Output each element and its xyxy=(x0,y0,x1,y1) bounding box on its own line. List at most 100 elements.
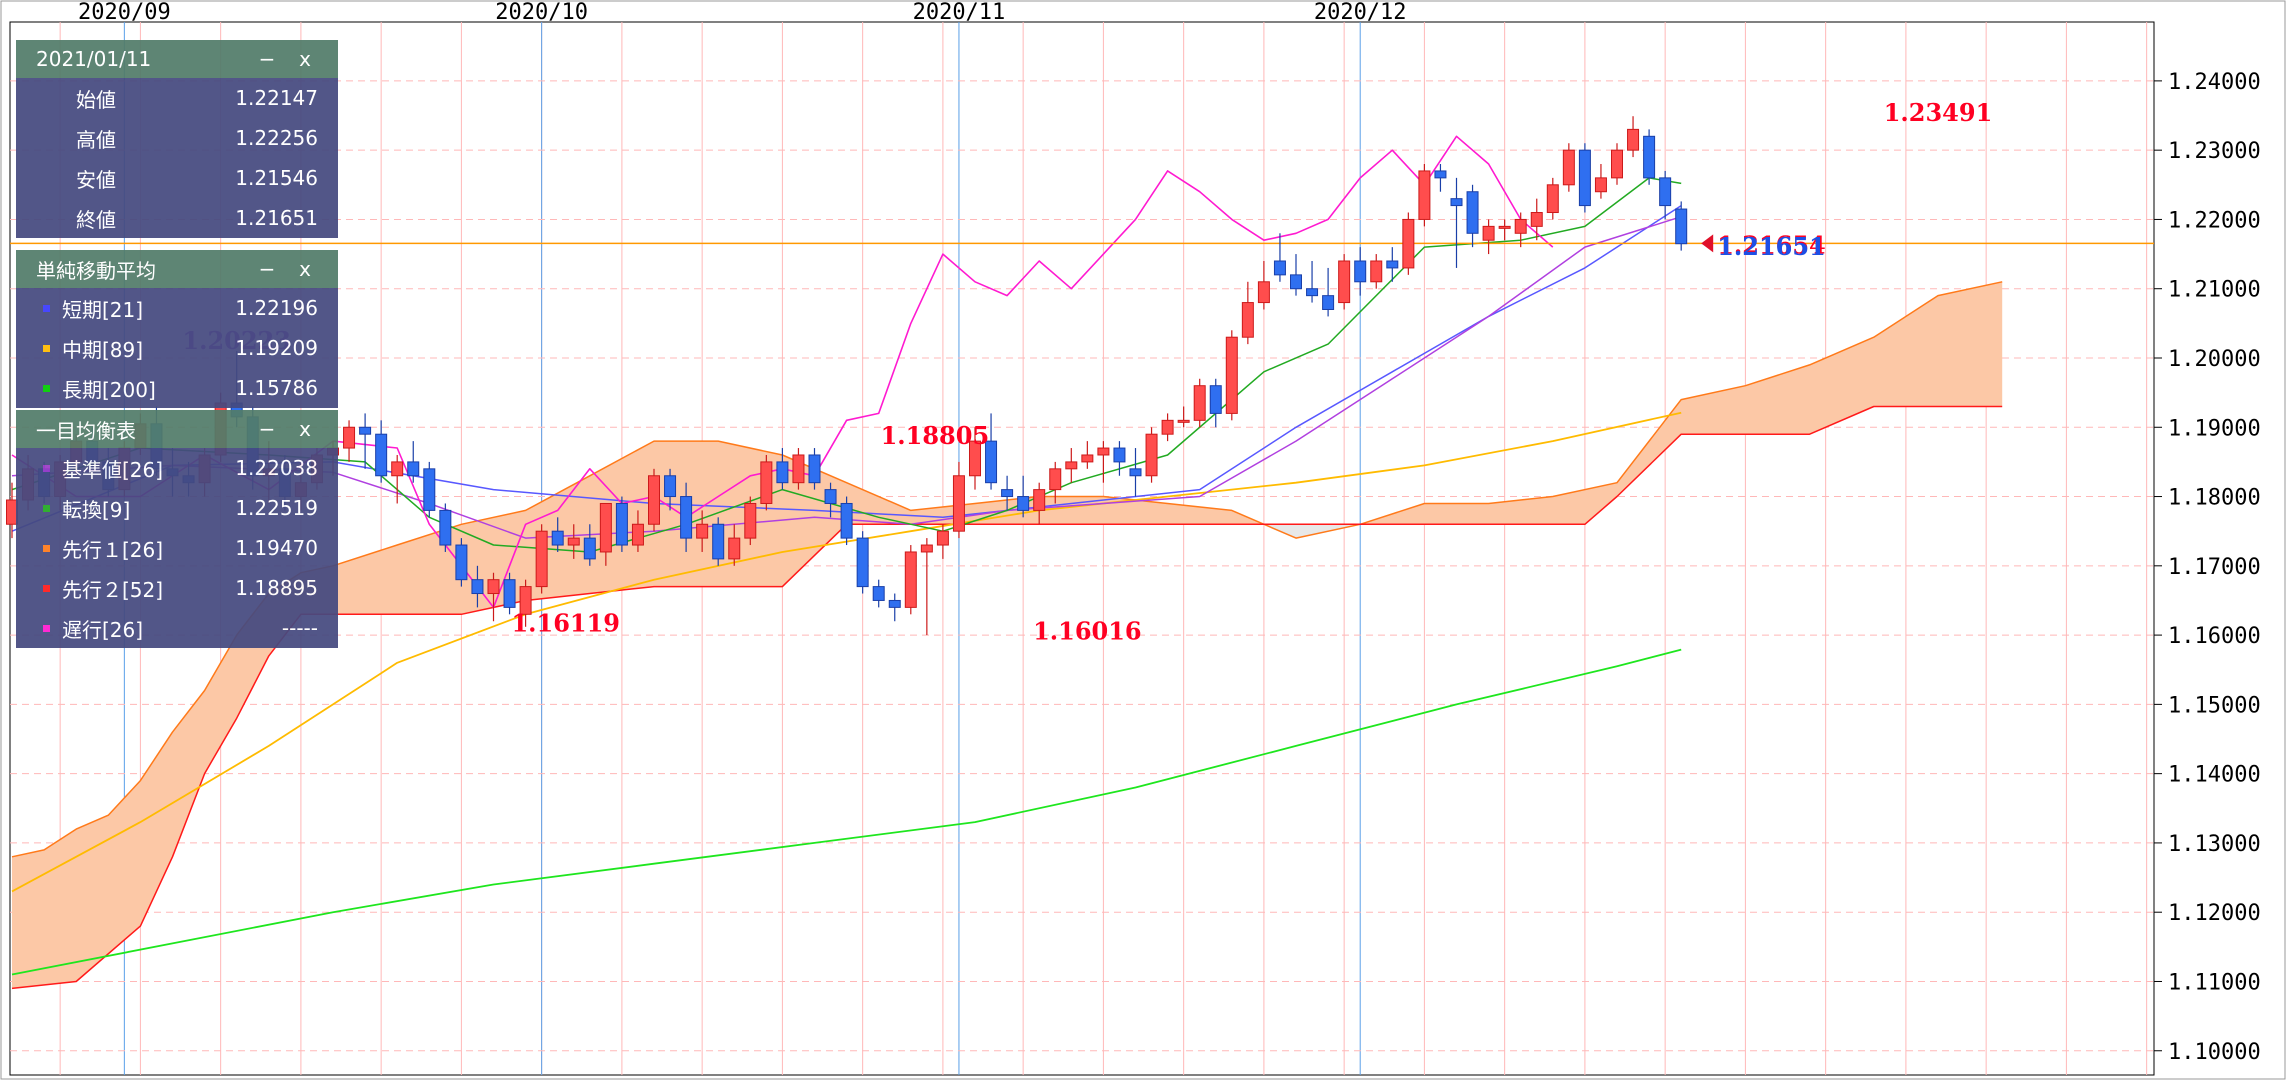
candle-body xyxy=(1402,218,1415,269)
candle-body xyxy=(1017,496,1030,511)
candle-body xyxy=(1113,447,1126,463)
candle-body xyxy=(615,502,628,546)
sma-long-line xyxy=(11,648,1682,976)
candle-body xyxy=(631,523,644,546)
candle-body xyxy=(1482,225,1495,241)
candle-body xyxy=(1594,177,1607,193)
candle-body xyxy=(1306,288,1319,297)
y-tick-label: 1.15000 xyxy=(2168,693,2261,718)
y-tick-label: 1.20000 xyxy=(2168,347,2261,372)
candle-body xyxy=(1273,260,1286,276)
candle-body xyxy=(1001,489,1014,498)
minimize-button[interactable]: − xyxy=(258,417,276,441)
candle-body xyxy=(1049,468,1062,491)
candle-body xyxy=(1065,461,1078,470)
ohlc-panel: 2021/01/11 − x 始値 1.22147 高値 1.22256 安値 1.2… xyxy=(16,40,338,238)
ichimoku-row-tenkan: 転換[9] 1.22519 xyxy=(16,488,338,528)
price-annotation: 1.16016 xyxy=(1033,616,1142,645)
legend-dot xyxy=(43,344,50,352)
row-label: 長期[200] xyxy=(62,377,156,402)
candle-body xyxy=(1257,281,1270,304)
plot-area xyxy=(9,21,2155,1076)
candle-body xyxy=(1209,385,1222,414)
row-value: 1.22147 xyxy=(235,86,318,110)
candle-body xyxy=(904,551,917,608)
candle-body xyxy=(776,461,789,484)
close-button[interactable]: x xyxy=(299,47,311,71)
close-button[interactable]: x xyxy=(299,257,311,281)
candle-body xyxy=(856,537,869,588)
x-month-label: 2020/12 xyxy=(1314,0,1407,25)
sma-row-long: 長期[200] 1.15786 xyxy=(16,368,338,408)
legend-dot xyxy=(43,384,50,392)
minimize-button[interactable]: − xyxy=(258,257,276,281)
ichimoku-panel: 一目均衡表 − x 基準値[26] 1.22038 転換[9] 1.22519 先行… xyxy=(16,410,338,648)
x-month-label: 2020/11 xyxy=(913,0,1006,25)
candle-body xyxy=(375,433,388,477)
candle-body xyxy=(1033,489,1046,511)
close-button[interactable]: x xyxy=(299,417,311,441)
candle-body xyxy=(1161,419,1174,435)
candle-body xyxy=(455,544,468,581)
candle-body xyxy=(985,440,998,484)
candle-body xyxy=(1434,170,1447,179)
candle-body xyxy=(936,530,949,546)
candle-body xyxy=(487,579,500,595)
price-annotation: 1.23491 xyxy=(1884,98,1993,127)
candle-body xyxy=(1418,170,1431,220)
y-tick-label: 1.18000 xyxy=(2168,486,2261,511)
candle-body xyxy=(1546,184,1559,214)
candle-body xyxy=(439,509,452,546)
candle-body xyxy=(1354,260,1367,283)
row-label: 始値 xyxy=(76,87,116,112)
candle-body xyxy=(872,586,885,601)
y-tick-label: 1.11000 xyxy=(2168,970,2261,995)
candle-body xyxy=(423,468,436,511)
ichimoku-cloud-bear xyxy=(1267,524,1357,539)
row-value: ----- xyxy=(281,616,318,640)
candle-body xyxy=(696,523,709,539)
candle-body xyxy=(1241,302,1254,338)
candle-body xyxy=(1530,212,1543,227)
candle-body xyxy=(840,502,853,539)
ichimoku-panel-header: 一目均衡表 − x xyxy=(16,410,338,448)
candle-body xyxy=(1450,198,1463,207)
candle-body xyxy=(808,454,821,484)
candle-body xyxy=(888,599,901,608)
sma-row-short: 短期[21] 1.22196 xyxy=(16,288,338,328)
candle-body xyxy=(920,544,933,553)
candle-body xyxy=(1290,274,1302,290)
y-tick-label: 1.23000 xyxy=(2168,139,2261,164)
y-tick-label: 1.17000 xyxy=(2168,555,2261,580)
senkou-span-b-line xyxy=(11,405,2003,990)
candle-body xyxy=(952,475,965,532)
candle-body xyxy=(824,489,837,504)
y-tick-label: 1.12000 xyxy=(2168,901,2261,926)
row-label: 終値 xyxy=(76,207,116,232)
ichimoku-row-chikou: 遅行[26] ----- xyxy=(16,608,338,648)
ichimoku-row-senkou-a: 先行１[26] 1.19470 xyxy=(16,528,338,568)
candle-body xyxy=(648,475,660,525)
sma-row-mid: 中期[89] 1.19209 xyxy=(16,328,338,368)
candle-body xyxy=(535,530,548,588)
candle-body xyxy=(760,461,773,504)
price-annotation: 1.18805 xyxy=(881,421,990,450)
row-value: 1.22519 xyxy=(235,496,318,520)
candle-body xyxy=(1145,433,1158,477)
ohlc-row-close: 終値 1.21651 xyxy=(16,198,338,238)
row-value: 1.22038 xyxy=(235,456,318,480)
ohlc-panel-header: 2021/01/11 − x xyxy=(16,40,338,78)
candle-body xyxy=(1498,225,1511,229)
candle-body xyxy=(1097,447,1110,456)
candle-body xyxy=(744,502,757,539)
candle-body xyxy=(1514,218,1527,234)
candle-body xyxy=(1129,468,1142,477)
ichimoku-row-kijun: 基準値[26] 1.22038 xyxy=(16,448,338,488)
legend-dot xyxy=(43,504,50,512)
candle-body xyxy=(1562,149,1575,186)
y-tick-label: 1.13000 xyxy=(2168,832,2261,857)
candle-body xyxy=(343,426,356,449)
candle-body xyxy=(1611,149,1623,179)
minimize-button[interactable]: − xyxy=(258,47,276,71)
candle-body xyxy=(551,530,564,546)
